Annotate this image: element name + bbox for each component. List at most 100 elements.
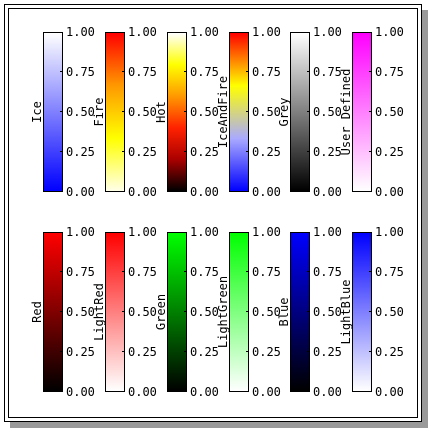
tick-mark bbox=[184, 191, 187, 192]
tick-label: 0.75 bbox=[313, 65, 342, 79]
tick-mark bbox=[246, 311, 249, 312]
tick-mark bbox=[369, 311, 372, 312]
colorbar-blue bbox=[290, 232, 310, 392]
tick-mark bbox=[184, 71, 187, 72]
tick-label: 0.75 bbox=[66, 65, 95, 79]
tick-label: 0.50 bbox=[66, 105, 95, 119]
tick-label: 0.75 bbox=[128, 265, 157, 279]
tick-label: 0.50 bbox=[313, 105, 342, 119]
tick-mark bbox=[307, 232, 310, 233]
colorbar-label: LightRed bbox=[92, 283, 106, 341]
tick-label: 0.00 bbox=[375, 385, 404, 399]
tick-label: 0.25 bbox=[128, 345, 157, 359]
tick-mark bbox=[122, 311, 125, 312]
tick-mark bbox=[369, 391, 372, 392]
tick-label: 0.50 bbox=[128, 105, 157, 119]
tick-label: 0.00 bbox=[128, 185, 157, 199]
tick-label: 0.00 bbox=[190, 185, 219, 199]
tick-label: 1.00 bbox=[313, 225, 342, 239]
tick-mark bbox=[369, 32, 372, 33]
tick-mark bbox=[60, 391, 63, 392]
tick-mark bbox=[307, 271, 310, 272]
tick-label: 0.50 bbox=[313, 305, 342, 319]
colorbar-label: Hot bbox=[154, 101, 168, 123]
colorbar-green bbox=[167, 232, 187, 392]
tick-label: 0.75 bbox=[252, 65, 281, 79]
tick-label: 0.00 bbox=[66, 185, 95, 199]
tick-mark bbox=[184, 311, 187, 312]
tick-label: 0.00 bbox=[375, 185, 404, 199]
tick-mark bbox=[246, 111, 249, 112]
tick-label: 0.25 bbox=[252, 145, 281, 159]
tick-label: 0.00 bbox=[190, 385, 219, 399]
tick-label: 0.50 bbox=[252, 105, 281, 119]
tick-mark bbox=[307, 111, 310, 112]
colorbar-user-defined bbox=[352, 32, 372, 192]
colorbar-iceandfire bbox=[229, 32, 249, 192]
tick-mark bbox=[246, 232, 249, 233]
tick-label: 0.25 bbox=[252, 345, 281, 359]
tick-mark bbox=[246, 32, 249, 33]
tick-mark bbox=[307, 151, 310, 152]
tick-mark bbox=[184, 32, 187, 33]
tick-mark bbox=[184, 151, 187, 152]
tick-mark bbox=[122, 111, 125, 112]
tick-mark bbox=[122, 351, 125, 352]
tick-mark bbox=[307, 391, 310, 392]
tick-label: 1.00 bbox=[66, 25, 95, 39]
tick-mark bbox=[184, 232, 187, 233]
tick-label: 1.00 bbox=[375, 225, 404, 239]
tick-mark bbox=[60, 311, 63, 312]
tick-mark bbox=[122, 391, 125, 392]
colorbar-lightgreen bbox=[229, 232, 249, 392]
tick-label: 1.00 bbox=[252, 225, 281, 239]
tick-label: 0.50 bbox=[375, 305, 404, 319]
tick-label: 0.25 bbox=[128, 145, 157, 159]
tick-mark bbox=[122, 191, 125, 192]
tick-label: 1.00 bbox=[313, 25, 342, 39]
colorbar-label: Blue bbox=[277, 297, 291, 327]
tick-mark bbox=[184, 271, 187, 272]
tick-label: 0.50 bbox=[128, 305, 157, 319]
tick-mark bbox=[307, 32, 310, 33]
tick-mark bbox=[246, 151, 249, 152]
tick-label: 0.00 bbox=[313, 185, 342, 199]
colorbar-label: Ice bbox=[30, 101, 44, 123]
colorbar-red bbox=[43, 232, 63, 392]
tick-mark bbox=[369, 111, 372, 112]
tick-mark bbox=[369, 271, 372, 272]
tick-mark bbox=[246, 271, 249, 272]
tick-label: 0.75 bbox=[252, 265, 281, 279]
tick-mark bbox=[246, 71, 249, 72]
tick-mark bbox=[246, 191, 249, 192]
tick-label: 1.00 bbox=[66, 225, 95, 239]
tick-mark bbox=[307, 191, 310, 192]
colorbar-label: Grey bbox=[277, 97, 291, 127]
tick-mark bbox=[122, 271, 125, 272]
tick-label: 0.25 bbox=[375, 345, 404, 359]
tick-label: 0.00 bbox=[313, 385, 342, 399]
tick-mark bbox=[246, 351, 249, 352]
colorbar-label: Green bbox=[154, 293, 168, 331]
colorbar-label: Fire bbox=[92, 97, 106, 127]
tick-mark bbox=[307, 311, 310, 312]
tick-label: 0.00 bbox=[252, 385, 281, 399]
colorbar-fire bbox=[105, 32, 125, 192]
tick-label: 0.50 bbox=[375, 105, 404, 119]
tick-label: 1.00 bbox=[190, 25, 219, 39]
colorbar-label: User Defined bbox=[339, 68, 353, 156]
tick-label: 0.50 bbox=[252, 305, 281, 319]
tick-label: 0.25 bbox=[313, 145, 342, 159]
tick-mark bbox=[369, 232, 372, 233]
tick-label: 0.50 bbox=[190, 105, 219, 119]
tick-mark bbox=[369, 191, 372, 192]
tick-mark bbox=[122, 32, 125, 33]
colorbar-ice bbox=[43, 32, 63, 192]
tick-label: 0.00 bbox=[128, 385, 157, 399]
tick-label: 1.00 bbox=[190, 225, 219, 239]
tick-label: 0.25 bbox=[190, 345, 219, 359]
tick-label: 0.50 bbox=[190, 305, 219, 319]
tick-mark bbox=[246, 391, 249, 392]
tick-label: 1.00 bbox=[128, 225, 157, 239]
